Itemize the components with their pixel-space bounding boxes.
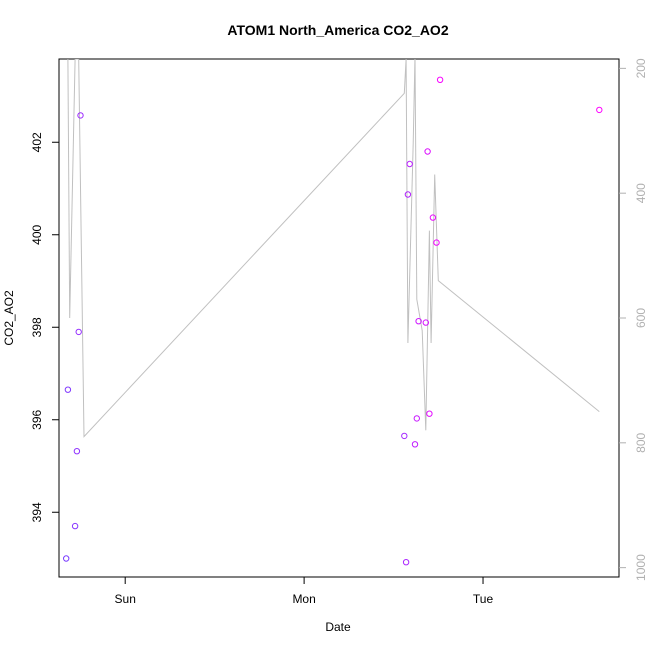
data-point xyxy=(413,415,420,422)
data-point xyxy=(75,328,82,336)
y-tick-label: 398 xyxy=(30,317,44,337)
y-tick-label: 394 xyxy=(30,502,44,522)
data-point xyxy=(415,318,422,325)
y-axis-left: 394 396 398 400 402 xyxy=(30,132,59,522)
data-point xyxy=(62,555,70,562)
series-line xyxy=(67,59,600,438)
right-tick-label: 600 xyxy=(634,308,648,328)
data-point xyxy=(64,386,72,393)
x-axis-label: Date xyxy=(325,620,351,634)
data-point xyxy=(433,239,440,246)
data-point xyxy=(411,441,419,448)
data-point xyxy=(406,160,413,168)
data-point xyxy=(71,522,79,530)
x-tick-label: Mon xyxy=(292,592,315,606)
line-series xyxy=(67,59,600,438)
chart-title: ATOM1 North_America CO2_AO2 xyxy=(227,22,448,38)
scatter-points xyxy=(62,76,603,566)
y-tick-label: 402 xyxy=(30,132,44,152)
y-axis-label: CO2_AO2 xyxy=(2,290,16,346)
data-point xyxy=(426,410,433,417)
x-axis: Sun Mon Tue xyxy=(115,577,494,606)
plot-area-frame xyxy=(58,58,620,578)
data-point xyxy=(436,76,444,84)
data-point xyxy=(404,191,412,198)
right-tick-label: 1000 xyxy=(634,554,648,581)
data-point xyxy=(73,448,81,455)
data-point xyxy=(422,319,429,326)
data-point xyxy=(596,106,603,114)
y-axis-right: 200 400 600 800 1000 xyxy=(619,58,648,581)
right-tick-label: 200 xyxy=(634,58,648,78)
data-point xyxy=(402,559,410,566)
x-tick-label: Tue xyxy=(473,592,494,606)
right-tick-label: 400 xyxy=(634,183,648,203)
data-point xyxy=(77,112,84,119)
data-point xyxy=(424,148,431,155)
y-tick-label: 400 xyxy=(30,224,44,244)
data-point xyxy=(429,214,437,221)
y-tick-label: 396 xyxy=(30,409,44,429)
data-point xyxy=(401,432,408,440)
x-tick-label: Sun xyxy=(115,592,136,606)
right-tick-label: 800 xyxy=(634,432,648,452)
